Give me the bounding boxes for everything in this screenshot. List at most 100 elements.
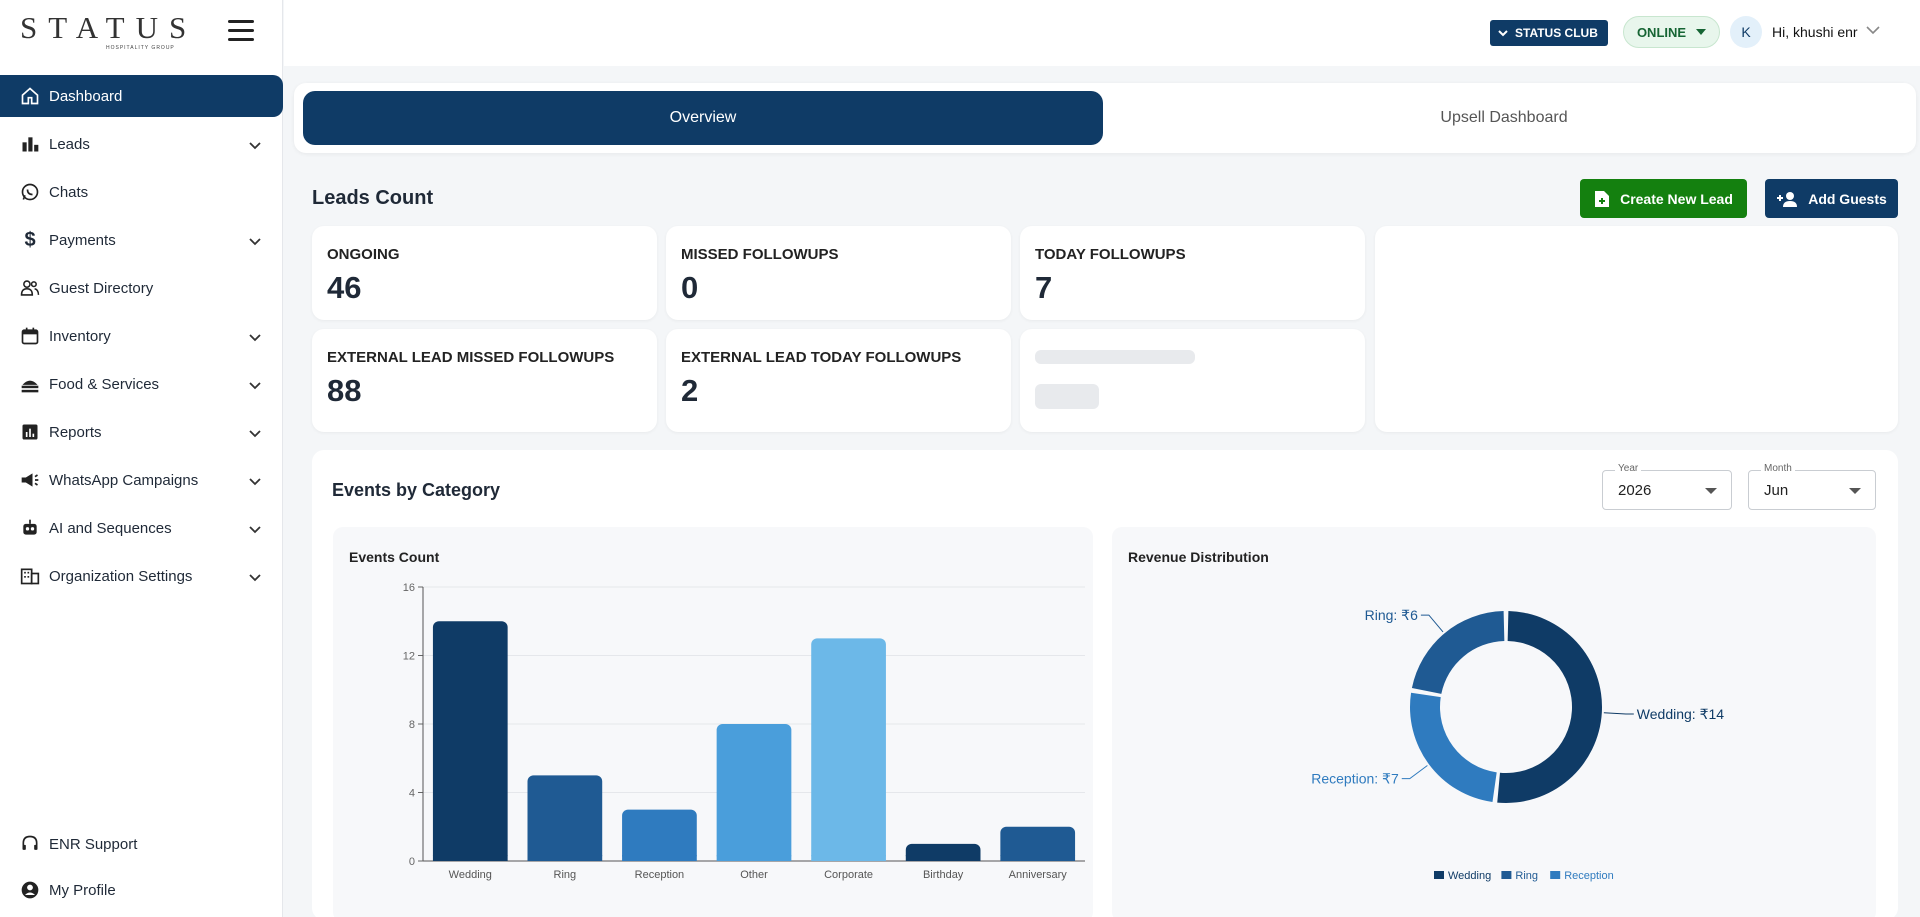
month-select-label: Month [1761,463,1795,474]
stat-card-ongoing[interactable]: ONGOING 46 [312,226,657,320]
bar-reception [622,809,697,861]
add-document-icon [1595,190,1610,207]
create-new-lead-button[interactable]: Create New Lead [1580,179,1747,218]
stat-card-external-today[interactable]: EXTERNAL LEAD TODAY FOLLOWUPS 2 [666,329,1011,432]
x-tick-label: Birthday [923,869,964,881]
stat-label: MISSED FOLLOWUPS [681,246,839,263]
bar-wedding [432,621,508,861]
stat-card-today-followups[interactable]: TODAY FOLLOWUPS 7 [1020,226,1365,320]
bar-base [811,855,886,861]
megaphone-icon [20,470,40,490]
user-greeting[interactable]: Hi, khushi enr [1772,24,1858,40]
bar-anniversary [1000,826,1076,861]
sidebar-item-ai-sequences[interactable]: AI and Sequences [0,507,283,549]
month-select-value: Jun [1764,482,1789,499]
skeleton-block [1035,384,1099,409]
chevron-down-icon [249,377,261,394]
sidebar-item-label: Leads [49,135,90,153]
stat-value: 7 [1035,270,1053,305]
brand-logo[interactable]: STATUS HOSPITALITY GROUP [20,12,220,52]
sidebar-item-organization-settings[interactable]: Organization Settings [0,555,283,597]
chevron-down-icon [1498,29,1508,36]
sidebar-item-enr-support[interactable]: ENR Support [0,823,283,865]
menu-toggle-icon[interactable] [228,20,254,42]
whatsapp-icon [20,182,40,202]
sidebar-item-dashboard[interactable]: Dashboard [0,75,283,117]
y-tick-label: 0 [409,856,415,868]
chevron-down-icon [249,521,261,538]
x-tick-label: Anniversary [1009,869,1068,881]
slice-leader-line [1420,614,1444,633]
stat-label: EXTERNAL LEAD MISSED FOLLOWUPS [327,349,615,366]
status-label: ONLINE [1636,24,1687,40]
legend-swatch [1501,871,1512,879]
events-title: Events by Category [332,480,501,500]
x-tick-label: Wedding [449,869,492,881]
sidebar-item-payments[interactable]: $ Payments [0,219,283,261]
slice-leader-line [1401,765,1428,780]
year-select[interactable]: Year 2026 [1602,463,1732,510]
club-selector-button[interactable]: STATUS CLUB [1490,20,1608,46]
add-guests-button[interactable]: Add Guests [1765,179,1898,218]
logo-text: STATUS [20,10,198,45]
revenue-distribution-panel: Revenue Distribution Wedding: ₹14 Recepti… [1112,527,1876,917]
y-tick-label: 16 [403,582,415,594]
sidebar-item-my-profile[interactable]: My Profile [0,869,283,911]
slice-data-label: Wedding: ₹14 [1637,706,1724,722]
dollar-icon: $ [24,228,36,251]
sidebar-item-label: Guest Directory [49,279,154,297]
stat-value: 46 [327,270,362,305]
sidebar-item-whatsapp-campaigns[interactable]: WhatsApp Campaigns [0,459,283,501]
chevron-down-icon [249,425,261,442]
y-tick-label: 4 [409,788,415,800]
caret-down-icon [1849,488,1861,494]
caret-down-icon [1705,488,1717,494]
legend-label: Reception [1564,870,1614,882]
y-tick-label: 12 [403,651,415,663]
logo-subtitle: HOSPITALITY GROUP [106,45,175,51]
stat-card-missed-followups[interactable]: MISSED FOLLOWUPS 0 [666,226,1011,320]
sidebar-item-label: WhatsApp Campaigns [49,471,199,489]
tab-overview[interactable]: Overview [303,91,1103,145]
sidebar-item-reports[interactable]: Reports [0,411,283,453]
chevron-down-icon [249,473,261,490]
stat-card-external-missed[interactable]: EXTERNAL LEAD MISSED FOLLOWUPS 88 [312,329,657,432]
legend-label: Wedding [1448,870,1491,882]
sidebar-item-label: Payments [49,231,116,249]
x-tick-label: Other [740,869,768,881]
add-person-icon [1777,191,1798,207]
bar-chart-icon [20,134,40,154]
y-tick-label: 8 [409,719,415,731]
slice-wedding [1497,611,1603,803]
chevron-down-icon[interactable] [1866,26,1880,35]
chevron-down-icon [249,233,261,250]
sidebar-item-label: Inventory [49,327,111,345]
sidebar-nav: Dashboard Leads Chats $ Payments Guest D… [0,75,283,603]
online-status-dropdown[interactable]: ONLINE [1623,16,1720,48]
avatar[interactable]: K [1730,16,1762,48]
stat-value: 0 [681,270,699,305]
caret-down-icon [1696,29,1707,35]
sidebar-item-chats[interactable]: Chats [0,171,283,213]
sidebar-item-label: Chats [49,183,89,201]
legend-label: Ring [1515,870,1538,882]
slice-reception [1410,692,1497,803]
tab-upsell-dashboard[interactable]: Upsell Dashboard [1440,109,1568,126]
leads-count-title: Leads Count [312,187,434,209]
slice-leader-line [1603,712,1634,715]
sidebar-item-guest-directory[interactable]: Guest Directory [0,267,283,309]
stat-value: 88 [327,373,362,408]
sidebar-item-leads[interactable]: Leads [0,123,283,165]
events-count-title: Events Count [349,549,440,565]
slice-ring [1411,611,1505,694]
sidebar-item-inventory[interactable]: Inventory [0,315,283,357]
x-tick-label: Corporate [824,869,873,881]
sidebar-item-label: AI and Sequences [49,519,172,537]
month-select[interactable]: Month Jun [1748,463,1876,510]
bar-base [1000,855,1076,861]
sidebar-item-food-services[interactable]: Food & Services [0,363,283,405]
x-tick-label: Ring [554,869,577,881]
bar-base [905,855,981,861]
sidebar-item-label: ENR Support [49,835,138,853]
year-select-label: Year [1615,463,1642,474]
